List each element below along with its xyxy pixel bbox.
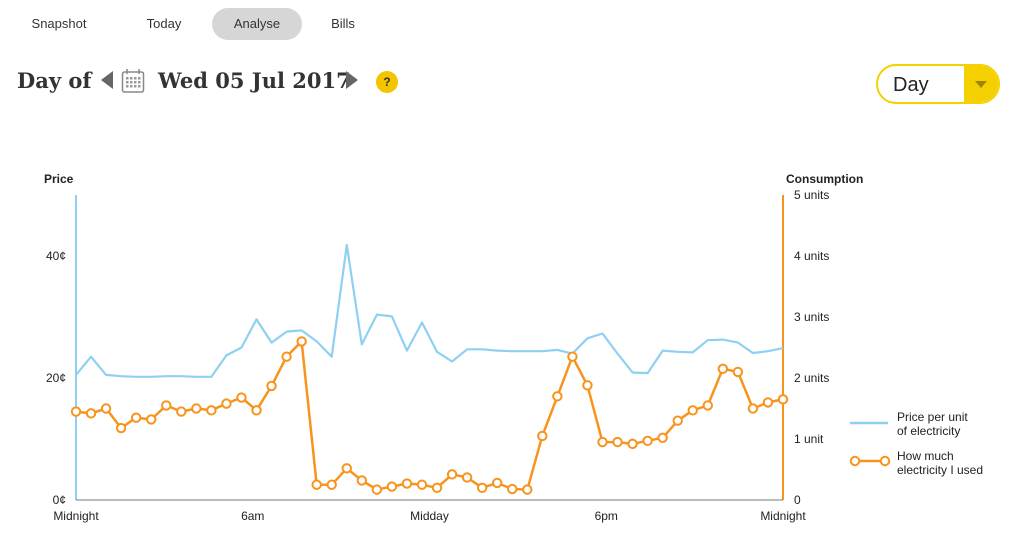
calendar-button[interactable]: [121, 68, 145, 99]
consumption-point: [371, 484, 383, 495]
consumption-point: [777, 394, 789, 405]
help-button[interactable]: ?: [376, 71, 398, 93]
consumption-point: [491, 477, 503, 489]
chevron-down-icon: [975, 81, 987, 88]
consumption-point: [657, 432, 668, 443]
consumption-point: [176, 406, 187, 417]
consumption-point: [266, 380, 277, 392]
left-axis-tick-label: 0¢: [53, 493, 66, 507]
tab-snapshot[interactable]: Snapshot: [31, 16, 87, 31]
consumption-point: [191, 403, 202, 414]
consumption-point: [386, 481, 398, 492]
period-select[interactable]: Day: [876, 64, 1000, 104]
selected-date: Wed 05 Jul 2017: [158, 68, 351, 93]
usage-chart: Price Consumption 0¢ 20¢ 40¢ 0 1 unit 2 units 3 …: [44, 172, 983, 523]
consumption-point: [356, 475, 368, 486]
right-axis-title: Consumption: [786, 172, 863, 186]
consumption-point: [552, 391, 563, 402]
dropdown-caret[interactable]: [964, 66, 998, 102]
calendar-icon: [121, 69, 145, 93]
consumption-point: [582, 380, 593, 391]
left-axis-title: Price: [44, 172, 74, 186]
consumption-point: [446, 469, 458, 480]
consumption-point: [672, 415, 683, 426]
previous-day-button[interactable]: [100, 70, 114, 95]
consumption-point: [221, 398, 232, 409]
consumption-point: [687, 405, 698, 416]
next-day-button[interactable]: [345, 70, 359, 95]
consumption-point: [612, 436, 623, 448]
tab-bills[interactable]: Bills: [331, 16, 355, 31]
consumption-point: [522, 484, 533, 495]
consumption-point: [747, 403, 759, 414]
consumption-point: [326, 479, 337, 490]
consumption-point: [70, 406, 82, 417]
consumption-point: [236, 392, 247, 403]
consumption-point: [732, 366, 744, 378]
consumption-point: [100, 403, 112, 414]
consumption-point: [702, 400, 713, 411]
consumption-point: [146, 414, 157, 425]
consumption-point: [311, 479, 322, 490]
consumption-point: [431, 482, 443, 493]
consumption-point: [281, 351, 292, 362]
tab-analyse[interactable]: Analyse: [212, 8, 302, 40]
right-axis-tick-label: 2 units: [794, 371, 829, 385]
legend-consumption-marker: [879, 455, 891, 467]
left-axis-tick-label: 40¢: [46, 249, 66, 263]
right-axis-tick-label: 0: [794, 493, 801, 507]
consumption-point: [627, 438, 638, 450]
x-axis-tick-label: Midnight: [760, 509, 806, 523]
tab-today[interactable]: Today: [146, 16, 182, 31]
consumption-point: [762, 397, 774, 408]
x-axis-tick-label: Midnight: [53, 509, 99, 523]
consumption-point: [642, 435, 653, 447]
consumption-point: [717, 363, 729, 375]
consumption-point: [251, 405, 262, 416]
left-axis-tick-label: 20¢: [46, 371, 66, 385]
consumption-point: [476, 482, 488, 493]
day-of-label: Day of: [17, 68, 92, 93]
price-series-line: [75, 243, 784, 378]
right-axis-tick-label: 4 units: [794, 249, 829, 263]
consumption-point: [507, 483, 518, 495]
question-mark-icon: ?: [383, 75, 391, 89]
legend-consumption-marker: [849, 455, 861, 467]
consumption-point: [206, 405, 217, 416]
consumption-point: [461, 472, 473, 483]
consumption-point: [130, 412, 142, 423]
date-navigator: Day of Wed 05 Jul 2017 ?: [17, 64, 417, 100]
x-axis-tick-label: 6pm: [595, 509, 618, 523]
consumption-point: [85, 408, 97, 419]
right-axis-tick-label: 1 unit: [794, 432, 824, 446]
consumption-point: [537, 430, 548, 442]
consumption-point: [416, 479, 428, 490]
consumption-point: [341, 463, 352, 474]
consumption-point: [296, 336, 307, 347]
x-axis-tick-label: 6am: [241, 509, 264, 523]
right-axis-tick-label: 3 units: [794, 310, 829, 324]
consumption-point: [161, 400, 172, 411]
arrow-right-icon: [346, 71, 358, 89]
arrow-left-icon: [101, 71, 113, 89]
consumption-point: [401, 478, 413, 489]
legend-price-label: Price per unit of electricity: [897, 410, 968, 438]
consumption-point: [115, 422, 127, 434]
consumption-point: [567, 351, 578, 362]
legend-consumption-label: How much electricity I used: [897, 449, 983, 477]
period-select-value: Day: [893, 74, 929, 96]
right-axis-tick-label: 5 units: [794, 188, 829, 202]
x-axis-tick-label: Midday: [410, 509, 449, 523]
consumption-point: [597, 436, 608, 448]
